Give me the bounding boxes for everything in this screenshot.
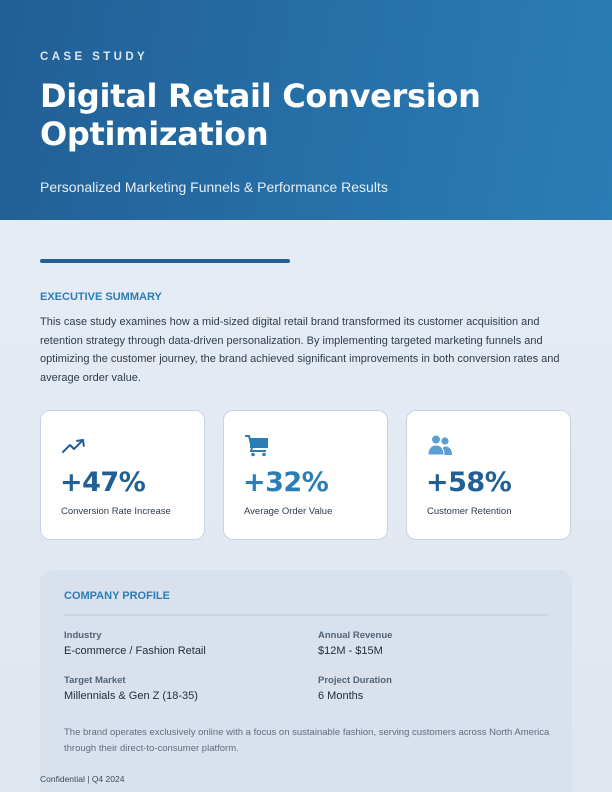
page-title: Digital Retail Conversion Optimization [40,77,481,153]
field-value: 6 Months [318,690,364,702]
metric-card-conversion: +47% Conversion Rate Increase [40,410,205,540]
company-profile-heading: COMPANY PROFILE [64,590,170,602]
eyebrow-label: CASE STUDY [40,51,149,63]
company-profile-card: COMPANY PROFILE Industry E-commerce / Fa… [40,570,572,792]
field-value: E-commerce / Fashion Retail [64,645,206,657]
profile-divider [64,614,548,616]
field-annual-revenue: Annual Revenue $12M - $15M [318,630,392,657]
field-project-duration: Project Duration 6 Months [318,675,392,702]
field-value: $12M - $15M [318,645,383,657]
page-subtitle: Personalized Marketing Funnels & Perform… [40,179,388,195]
metric-value: +58% [426,467,512,498]
accent-divider [40,259,290,263]
field-target-market: Target Market Millennials & Gen Z (18-35… [64,675,198,702]
metric-value: +47% [60,467,146,498]
trending-up-icon [62,439,85,453]
field-label: Industry [64,630,102,641]
metrics-row: +47% Conversion Rate Increase +32% Avera… [40,410,571,540]
metric-label: Customer Retention [427,506,512,517]
executive-summary-heading: EXECUTIVE SUMMARY [40,291,162,303]
field-industry: Industry E-commerce / Fashion Retail [64,630,206,657]
field-value: Millennials & Gen Z (18-35) [64,690,198,702]
users-icon [427,434,452,456]
metric-value: +32% [243,467,329,498]
shopping-cart-icon [245,435,268,457]
field-label: Annual Revenue [318,630,393,641]
metric-card-order-value: +32% Average Order Value [223,410,388,540]
company-profile-note: The brand operates exclusively online wi… [64,727,550,754]
footer-confidential: Confidential | Q4 2024 [40,774,125,784]
executive-summary-text: This case study examines how a mid-sized… [40,316,560,384]
field-label: Target Market [64,675,126,686]
metric-card-retention: +58% Customer Retention [406,410,571,540]
metric-label: Average Order Value [244,506,333,517]
hero-header: CASE STUDY Digital Retail Conversion Opt… [0,0,612,220]
field-label: Project Duration [318,675,392,686]
metric-label: Conversion Rate Increase [61,506,171,517]
